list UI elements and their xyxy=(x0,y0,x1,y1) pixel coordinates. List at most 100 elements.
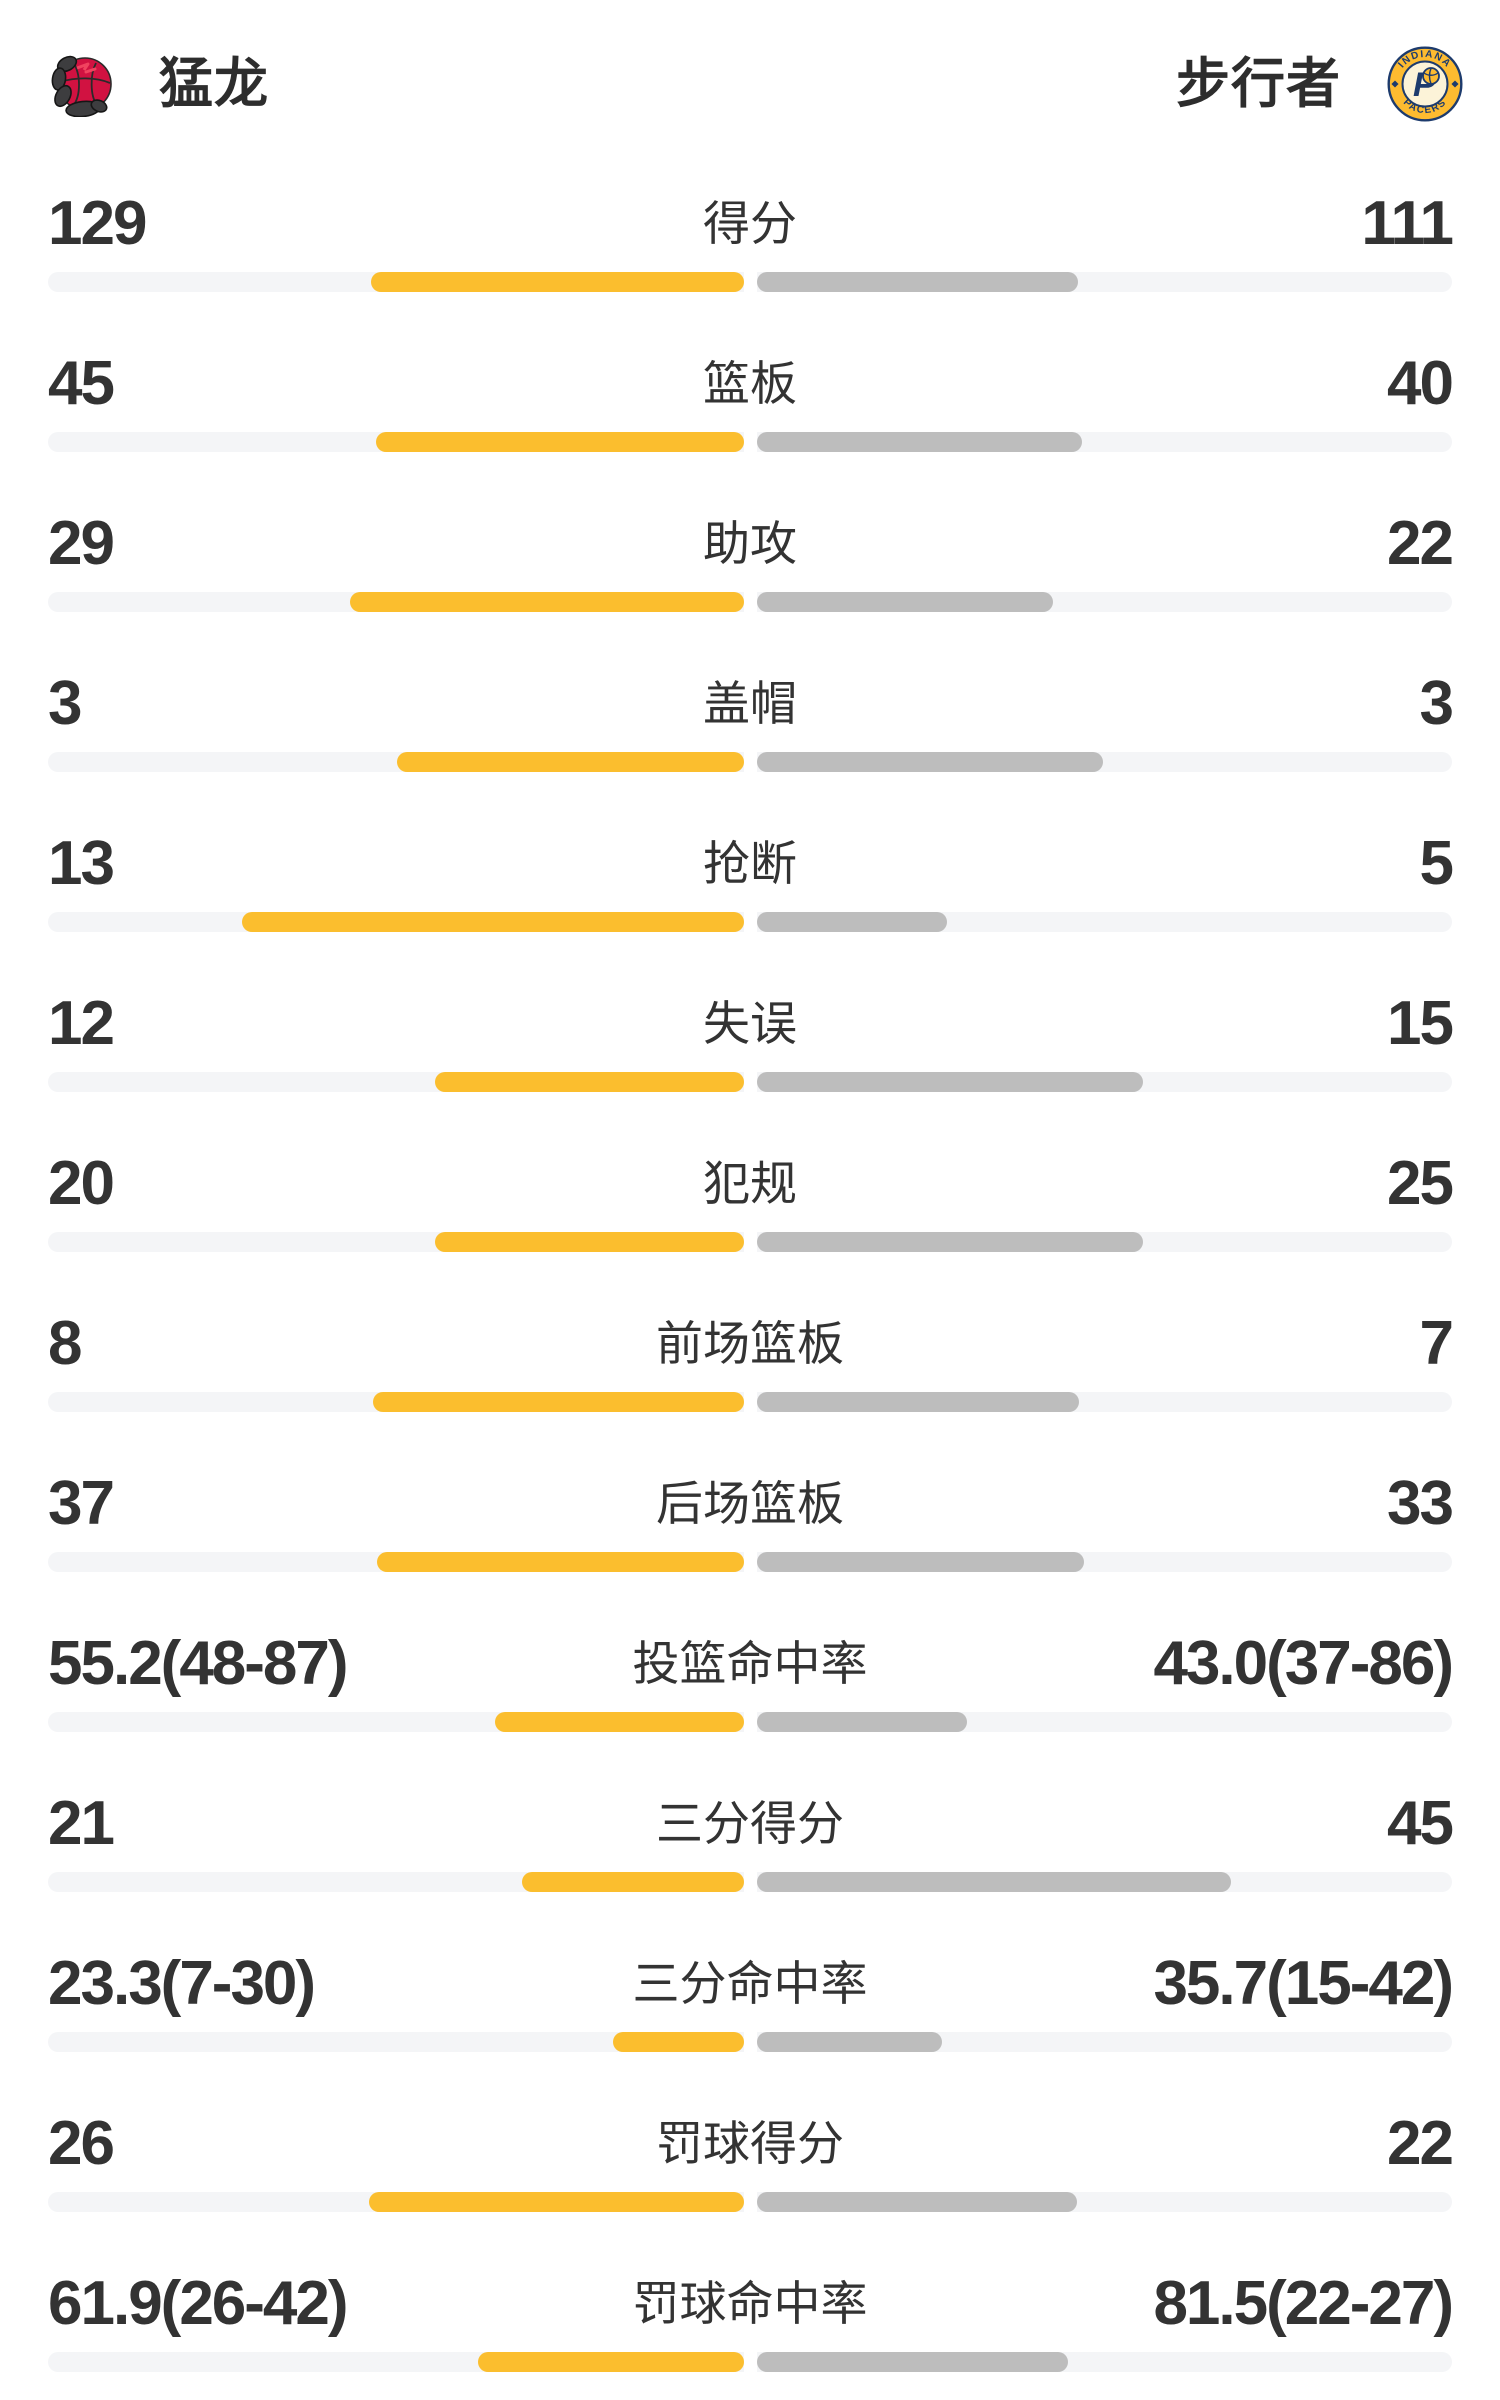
pacers-logo-icon: INDIANA PACERS P xyxy=(1386,45,1464,123)
stat-value-left: 12 xyxy=(48,989,115,1058)
team-left-name: 猛龙 xyxy=(159,54,269,114)
team-right: 步行者 INDIANA PACERS xyxy=(1176,45,1464,123)
stat-row: 37 后场篮板 33 xyxy=(48,1440,1454,1600)
stat-bar-left xyxy=(371,272,744,292)
stat-label: 助攻 xyxy=(703,517,797,570)
stat-label: 投篮命中率 xyxy=(632,1637,868,1690)
stat-bar-track xyxy=(48,432,1452,452)
stat-label: 抢断 xyxy=(703,837,797,890)
stat-bar-right xyxy=(756,1232,1143,1252)
stats-list: 129 得分 111 45 篮板 40 xyxy=(0,160,1500,2400)
stat-value-right: 111 xyxy=(1361,189,1454,258)
stat-bar-track xyxy=(48,1552,1452,1572)
stat-row-values: 8 前场篮板 7 xyxy=(48,1308,1455,1380)
stat-row-values: 45 篮板 40 xyxy=(48,348,1454,420)
stat-value-left: 29 xyxy=(48,509,115,578)
stat-bar-right xyxy=(756,272,1079,292)
stat-value-right: 22 xyxy=(1387,509,1454,578)
stat-bar-track xyxy=(48,2032,1452,2052)
bar-center-divider xyxy=(743,1392,757,1412)
stat-bar-right xyxy=(756,592,1053,612)
stat-label: 盖帽 xyxy=(703,677,797,730)
stat-row-values: 12 失误 15 xyxy=(48,988,1454,1060)
stat-value-right: 7 xyxy=(1419,1309,1455,1378)
stat-bar-left xyxy=(521,1872,744,1892)
stat-value-left: 23.3(7-30) xyxy=(48,1949,316,2018)
stat-row: 23.3(7-30) 三分命中率 35.7(15-42) xyxy=(48,1920,1454,2080)
stat-bar-track xyxy=(48,752,1452,772)
stat-row-values: 55.2(48-87) 投篮命中率 43.0(37-86) xyxy=(48,1628,1454,1700)
stat-value-right: 3 xyxy=(1419,669,1455,738)
stat-label: 罚球命中率 xyxy=(632,2277,868,2330)
stat-label: 三分得分 xyxy=(656,1797,844,1850)
stat-value-left: 13 xyxy=(48,829,115,898)
stat-bar-right xyxy=(756,2192,1077,2212)
stat-bar-track xyxy=(48,2352,1452,2372)
stat-value-left: 20 xyxy=(48,1149,115,1218)
stat-row-values: 21 三分得分 45 xyxy=(48,1788,1454,1860)
stat-value-left: 8 xyxy=(48,1309,83,1378)
stat-label: 篮板 xyxy=(703,357,797,410)
stat-value-right: 43.0(37-86) xyxy=(1153,1629,1454,1698)
stat-bar-left xyxy=(368,2192,744,2212)
raptors-logo-icon xyxy=(50,51,114,117)
stat-bar-right xyxy=(756,432,1083,452)
stat-bar-left xyxy=(612,2032,744,2052)
bar-center-divider xyxy=(743,912,757,932)
stat-value-left: 55.2(48-87) xyxy=(48,1629,349,1698)
bar-center-divider xyxy=(743,2032,757,2052)
stat-row-values: 20 犯规 25 xyxy=(48,1148,1454,1220)
bar-center-divider xyxy=(743,1232,757,1252)
stat-bar-track xyxy=(48,272,1452,292)
stat-label: 前场篮板 xyxy=(656,1317,844,1370)
bar-center-divider xyxy=(743,2192,757,2212)
stat-value-right: 22 xyxy=(1387,2109,1454,2178)
stat-row-values: 13 抢断 5 xyxy=(48,828,1454,900)
stat-bar-right xyxy=(756,1552,1084,1572)
stat-bar-track xyxy=(48,1872,1452,1892)
stat-bar-track xyxy=(48,2192,1452,2212)
stat-value-right: 33 xyxy=(1387,1469,1454,1538)
stat-bar-right xyxy=(756,1392,1080,1412)
stat-row-values: 3 盖帽 3 xyxy=(48,668,1455,740)
stat-row: 3 盖帽 3 xyxy=(48,640,1455,800)
bar-center-divider xyxy=(743,1072,757,1092)
stat-value-left: 129 xyxy=(48,189,147,258)
stat-value-right: 25 xyxy=(1387,1149,1454,1218)
stat-row: 45 篮板 40 xyxy=(48,320,1454,480)
stat-value-left: 3 xyxy=(48,669,83,738)
stat-row-values: 23.3(7-30) 三分命中率 35.7(15-42) xyxy=(48,1948,1454,2020)
stat-label: 后场篮板 xyxy=(656,1477,844,1530)
bar-center-divider xyxy=(743,2352,757,2372)
stat-bar-left xyxy=(242,912,744,932)
stat-bar-right xyxy=(756,752,1104,772)
stat-bar-track xyxy=(48,592,1452,612)
stat-bar-track xyxy=(48,1712,1452,1732)
stat-value-left: 26 xyxy=(48,2109,115,2178)
stat-row: 61.9(26-42) 罚球命中率 81.5(22-27) xyxy=(48,2240,1454,2400)
stat-label: 得分 xyxy=(703,197,797,250)
team-right-name: 步行者 xyxy=(1176,54,1341,114)
stat-bar-right xyxy=(756,1712,968,1732)
teams-header: 猛龙 步行者 INDIANA PACERS xyxy=(0,0,1500,124)
stat-label: 三分命中率 xyxy=(632,1957,868,2010)
stat-bar-left xyxy=(434,1072,744,1092)
stat-row-values: 26 罚球得分 22 xyxy=(48,2108,1454,2180)
stat-value-left: 45 xyxy=(48,349,115,418)
stat-row: 13 抢断 5 xyxy=(48,800,1454,960)
bar-center-divider xyxy=(743,1552,757,1572)
stat-label: 罚球得分 xyxy=(656,2117,844,2170)
stat-bar-left xyxy=(434,1232,744,1252)
stat-bar-left xyxy=(478,2352,744,2372)
stat-row: 26 罚球得分 22 xyxy=(48,2080,1454,2240)
stat-value-right: 45 xyxy=(1387,1789,1454,1858)
bar-center-divider xyxy=(743,592,757,612)
stat-bar-track xyxy=(48,1072,1452,1092)
team-left: 猛龙 xyxy=(50,51,269,117)
bar-center-divider xyxy=(743,752,757,772)
stat-value-left: 61.9(26-42) xyxy=(48,2269,349,2338)
stat-value-right: 81.5(22-27) xyxy=(1153,2269,1454,2338)
stat-bar-left xyxy=(350,592,744,612)
stat-label: 失误 xyxy=(703,997,797,1050)
